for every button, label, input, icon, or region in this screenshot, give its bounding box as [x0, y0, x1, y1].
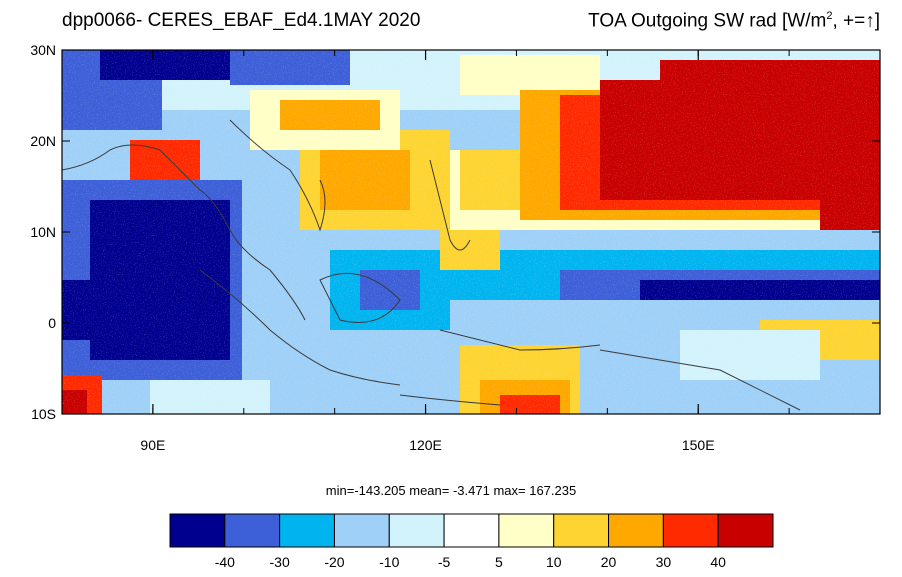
lon-tick-label: 150E	[682, 437, 715, 453]
latitude-axis: 30N 20N 10N 0 10S	[30, 42, 880, 422]
colorbar-label: -10	[379, 554, 399, 570]
colorbar-label: 40	[710, 554, 726, 570]
lat-tick-label: 20N	[30, 133, 56, 149]
lon-tick-label: 90E	[140, 437, 165, 453]
colorbar-swatch	[608, 513, 664, 548]
colorbar-swatch	[553, 513, 610, 548]
lat-tick-label: 30N	[30, 42, 56, 58]
variable-title-main: TOA Outgoing SW rad [W/m	[588, 10, 827, 32]
plot-title: dpp0066- CERES_EBAF_Ed4.1MAY 2020	[62, 10, 421, 31]
map-plot: 30N 20N 10N 0 10S 90E 120E 150E	[30, 42, 881, 453]
colorbar-label: 10	[546, 554, 562, 570]
colorbar-label: -30	[270, 554, 290, 570]
variable-title-sup: 2	[826, 10, 833, 22]
colorbar-swatch	[443, 513, 500, 548]
colorbar-swatch	[662, 513, 719, 548]
up-arrow-icon: ↑	[865, 10, 875, 32]
variable-title: TOA Outgoing SW rad [W/m2, +=↑]	[588, 10, 880, 32]
colorbar-swatch	[717, 513, 774, 548]
colorbar-swatch	[169, 513, 226, 548]
lat-tick-label: 0	[48, 315, 56, 331]
lat-tick-label: 10N	[30, 224, 56, 240]
colorbar-swatch	[333, 513, 390, 548]
variable-title-tail: , +=	[832, 10, 866, 32]
colorbar-label: 5	[495, 554, 503, 570]
colorbar-label: 30	[656, 554, 672, 570]
lon-tick-label: 120E	[409, 437, 442, 453]
variable-title-close: ]	[874, 10, 880, 32]
colorbar-label: -40	[215, 554, 235, 570]
colorbar-swatch	[224, 513, 281, 548]
colorbar-swatch	[498, 513, 555, 548]
colorbar-label: -20	[324, 554, 344, 570]
colorbar-swatch	[279, 513, 335, 548]
map-field	[62, 50, 880, 414]
longitude-axis: 90E 120E 150E	[61, 50, 881, 453]
colorbar-swatch	[388, 513, 445, 548]
lat-tick-label: 10S	[31, 406, 56, 422]
colorbar-label: -5	[438, 554, 451, 570]
colorbar-label: 20	[601, 554, 617, 570]
coastlines	[61, 119, 801, 411]
statistics-summary: min=-143.205 mean= -3.471 max= 167.235	[325, 483, 577, 498]
